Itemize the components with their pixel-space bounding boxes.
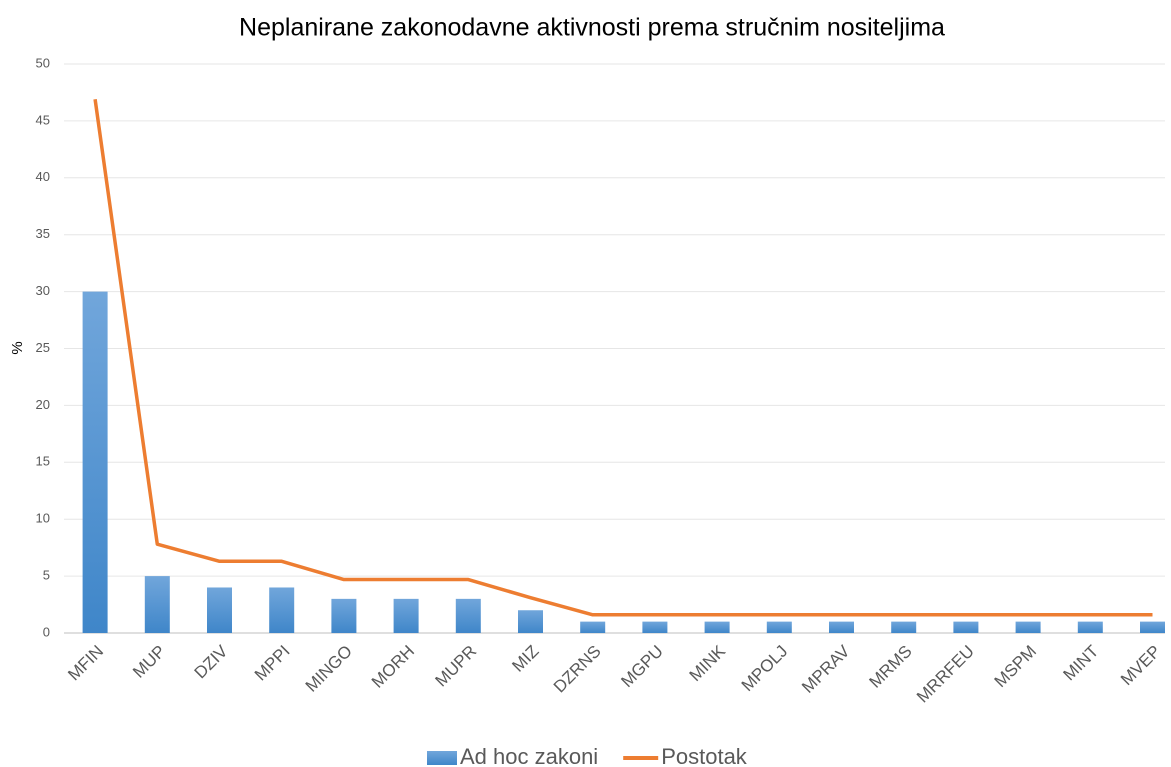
y-tick-label: 25 — [36, 340, 50, 355]
x-tick-label: MGPU — [617, 642, 666, 691]
bar — [953, 621, 979, 633]
x-tick-label: MINGO — [302, 642, 356, 696]
y-tick-label: 10 — [36, 511, 50, 526]
bar — [766, 621, 792, 633]
bar — [704, 621, 730, 633]
x-tick-label: MINT — [1059, 642, 1102, 685]
y-tick-label: 40 — [36, 169, 50, 184]
legend-label: Ad hoc zakoni — [460, 744, 598, 767]
x-tick-label: MPPI — [251, 642, 294, 685]
x-tick-label: MUP — [129, 642, 169, 682]
x-tick-label: MVEP — [1117, 642, 1165, 690]
bar — [144, 576, 170, 633]
bar — [331, 598, 357, 633]
y-tick-label: 15 — [36, 454, 50, 469]
y-tick-label: 5 — [43, 568, 50, 583]
bar — [269, 587, 295, 633]
chart-title: Neplanirane zakonodavne aktivnosti prema… — [239, 14, 945, 42]
bar — [1140, 621, 1165, 633]
x-tick-label: MUPR — [431, 642, 480, 691]
x-tick-label: MIZ — [508, 642, 542, 676]
bar — [1077, 621, 1103, 633]
x-tick-label: MRMS — [866, 642, 916, 692]
x-tick-label: MPRAV — [798, 641, 854, 697]
y-axis-label: % — [9, 341, 26, 354]
y-tick-label: 35 — [36, 226, 50, 241]
bar — [642, 621, 668, 633]
y-tick-label: 0 — [43, 624, 50, 639]
bar — [1015, 621, 1041, 633]
y-tick-label: 50 — [36, 55, 50, 70]
legend-label: Postotak — [661, 744, 748, 767]
x-tick-label: DZRNS — [550, 642, 605, 697]
y-tick-label: 45 — [36, 112, 50, 127]
x-tick-label: MSPM — [991, 642, 1040, 691]
legend-swatch — [427, 751, 457, 765]
x-tick-label: MINK — [686, 641, 730, 685]
bar — [393, 598, 419, 633]
x-tick-label: MRRFEU — [913, 642, 978, 707]
bar — [207, 587, 232, 633]
line — [93, 99, 1153, 617]
bar — [455, 598, 481, 633]
bar — [580, 621, 606, 633]
x-tick-label: MORH — [368, 642, 418, 692]
x-tick-label: DZIV — [191, 641, 232, 682]
bar — [82, 291, 108, 633]
bar — [518, 610, 543, 633]
bar — [891, 621, 917, 633]
y-tick-label: 20 — [36, 397, 50, 412]
y-tick-label: 30 — [36, 283, 50, 298]
bar — [829, 621, 854, 633]
x-tick-label: MPOLJ — [738, 642, 792, 696]
x-tick-label: MFIN — [64, 642, 107, 685]
